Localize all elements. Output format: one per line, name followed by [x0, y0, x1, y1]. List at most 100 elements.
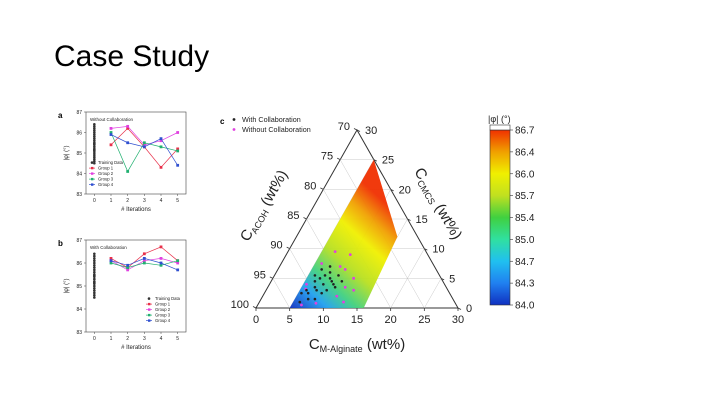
y-tick-label: 86: [76, 130, 82, 136]
without-collaboration-point: [338, 265, 342, 268]
with-collaboration-point: [337, 274, 340, 277]
series-point: [126, 266, 130, 269]
y-tick-label: 87: [76, 110, 82, 116]
legend-marker: [90, 161, 94, 164]
with-collaboration-point: [313, 297, 317, 301]
y-tick-label: 85: [76, 151, 82, 157]
bottom-tick-label: 20: [385, 314, 397, 326]
legend-label: Training Data: [155, 296, 181, 301]
with-collaboration-point: [300, 291, 303, 295]
legend-marker: [148, 308, 151, 311]
training-data-point: [93, 159, 96, 163]
x-axis-label: # Iterations: [121, 207, 151, 213]
with-collaboration-point: [313, 285, 317, 289]
legend-marker: [148, 313, 151, 317]
series-point: [159, 165, 163, 169]
legend-label: Group 1: [98, 166, 114, 171]
without-collaboration-point: [320, 262, 324, 265]
colorbar-tick-label: 84.0: [515, 301, 535, 312]
panel-label: a: [58, 111, 63, 120]
without-collaboration-point: [343, 285, 347, 289]
legend-marker: [147, 297, 151, 300]
with-collaboration-point: [340, 280, 344, 283]
x-tick-label: 4: [160, 336, 163, 342]
without-collaboration-point: [352, 288, 356, 292]
with-collaboration-point: [330, 280, 334, 283]
left-tick: [269, 276, 274, 279]
left-tick-label: 75: [321, 151, 333, 163]
with-collaboration-point: [332, 282, 335, 286]
series-point: [126, 141, 130, 145]
series-point: [159, 139, 163, 143]
series-point: [176, 131, 180, 134]
panel-label: b: [58, 239, 63, 248]
series-point: [176, 147, 180, 151]
y-tick-label: 84: [76, 171, 82, 177]
with-collaboration-point: [322, 282, 325, 286]
x-tick-label: 0: [93, 198, 96, 204]
with-collaboration-point: [313, 280, 317, 283]
series-point: [176, 163, 180, 167]
series-point: [176, 261, 180, 265]
legend-marker: [91, 183, 94, 186]
with-collaboration-point: [323, 274, 327, 277]
legend-marker: [232, 118, 236, 121]
without-collaboration-point: [342, 300, 345, 304]
slide-title: Case Study: [54, 40, 210, 73]
without-collaboration-point: [352, 276, 356, 280]
right-tick-label: 20: [399, 184, 411, 196]
right-tick-label: 5: [449, 273, 455, 285]
with-collaboration-point: [328, 271, 332, 274]
training-data-point: [93, 141, 96, 145]
with-collaboration-point: [325, 288, 328, 292]
x-axis-label: # Iterations: [121, 345, 151, 351]
training-data-point: [93, 135, 96, 138]
panel-label: c: [220, 117, 225, 126]
series-point: [159, 257, 163, 260]
series-point: [109, 143, 113, 147]
left-tick-label: 70: [338, 121, 350, 133]
training-data-point: [93, 155, 96, 159]
with-collaboration-point: [315, 288, 318, 292]
series-point: [142, 259, 146, 263]
without-collaboration-point: [335, 294, 339, 298]
y-tick-label: 84: [76, 307, 82, 313]
legend-label: Training Data: [98, 160, 124, 165]
y-tick-label: 85: [76, 284, 82, 290]
training-data-point: [93, 252, 96, 256]
series-point: [176, 259, 180, 263]
colorbar-title: |φ| (°): [488, 114, 511, 124]
series-point: [159, 263, 163, 267]
series-point: [109, 259, 113, 263]
with-collaboration-point: [333, 285, 337, 289]
without-collaboration-point: [343, 268, 347, 271]
x-tick-label: 0: [93, 336, 96, 342]
colorbar-bar: [489, 129, 511, 306]
training-data-point: [93, 264, 96, 267]
grid-line: [424, 278, 442, 309]
right-tick-label: 25: [382, 155, 394, 167]
colorbar: |φ| (°) 86.7 86.4 86.0 85.7 85.4 85.0 84.7 84.3 8…: [488, 114, 535, 312]
left-tick: [303, 217, 307, 220]
training-data-point: [93, 151, 96, 155]
right-tick-label: 0: [466, 303, 472, 315]
legend-label: Group 2: [155, 307, 171, 312]
colorbar-tick-label: 86.7: [515, 126, 535, 137]
y-axis-label: |φ| (°): [64, 278, 70, 293]
series-point: [159, 137, 163, 141]
right-tick-label: 10: [432, 244, 444, 256]
training-data-point: [93, 289, 96, 292]
training-data-point: [93, 127, 96, 130]
training-data-point: [93, 254, 96, 258]
left-tick: [320, 187, 324, 190]
training-data-point: [93, 157, 96, 161]
bottom-tick-label: 5: [287, 314, 293, 326]
panel-b-chart: b With Collaboration 83 84 85 86 87 0 1 2 3 4 5 # Ite…: [58, 238, 187, 351]
with-collaboration-point: [328, 265, 332, 268]
left-tick-label: 80: [304, 180, 316, 192]
bottom-tick-label: 15: [351, 314, 363, 326]
training-data-point: [93, 133, 96, 136]
legend-label: Group 3: [155, 313, 171, 318]
right-tick: [407, 218, 411, 221]
series-point: [159, 245, 163, 249]
